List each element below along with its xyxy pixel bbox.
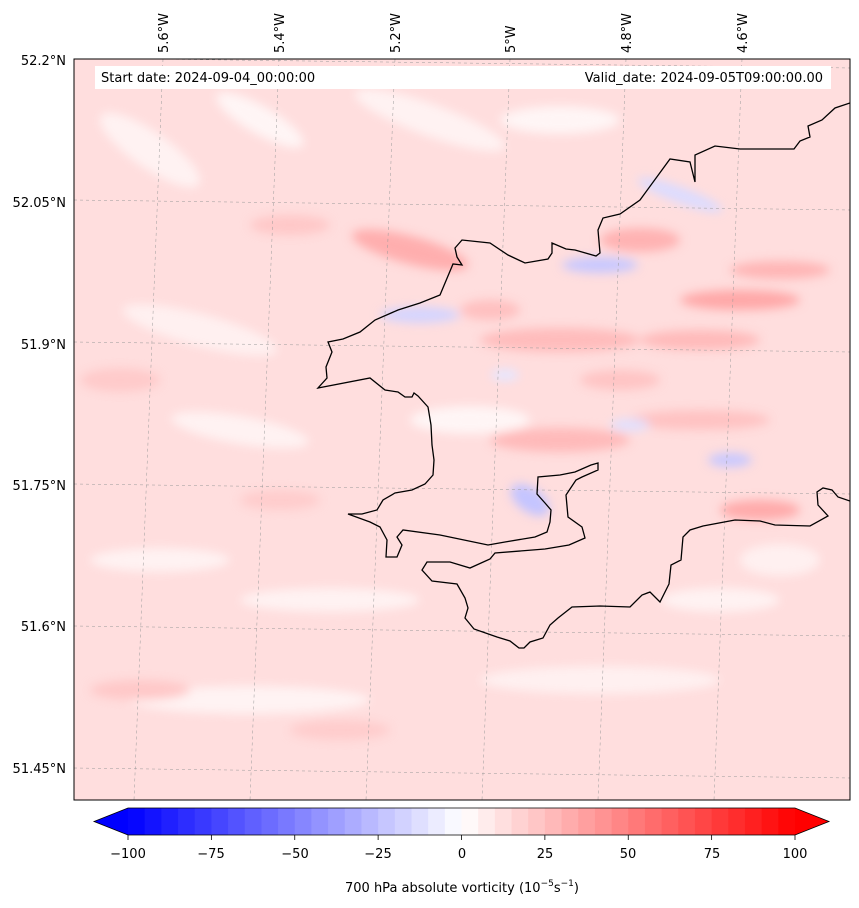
colorbar-cell bbox=[178, 808, 196, 835]
colorbar-cell bbox=[311, 808, 329, 835]
colorbar-cell bbox=[228, 808, 246, 835]
colorbar-tick-label: −25 bbox=[364, 847, 391, 862]
colorbar-cell bbox=[394, 808, 413, 835]
date-info-box bbox=[95, 66, 831, 89]
colorbar-cell bbox=[628, 808, 646, 835]
colorbar-tick-label: 25 bbox=[537, 847, 554, 862]
colorbar-cell bbox=[711, 808, 729, 835]
colorbar-cell bbox=[478, 808, 496, 835]
colorbar-cell bbox=[461, 808, 479, 835]
coastline bbox=[316, 102, 850, 649]
colorbar-cell bbox=[161, 808, 179, 835]
colorbar-tick-label: 50 bbox=[620, 847, 637, 862]
colorbar-cell bbox=[428, 808, 446, 835]
lon-label: 5.4°W bbox=[273, 13, 288, 53]
lon-label: 4.6°W bbox=[736, 13, 751, 53]
colorbar: −100 −75 −50 −25 0 25 50 75 100 700 hPa … bbox=[92, 807, 831, 896]
colorbar-cell bbox=[194, 808, 212, 835]
latitude-labels: 52.2°N 52.05°N 51.9°N 51.75°N 51.6°N 51.… bbox=[13, 54, 66, 777]
lat-label: 52.2°N bbox=[21, 54, 66, 69]
colorbar-cell bbox=[544, 808, 563, 835]
colorbar-tick-label: 0 bbox=[458, 847, 466, 862]
colorbar-cell bbox=[561, 808, 579, 835]
colorbar-cell bbox=[661, 808, 679, 835]
longitude-labels: 5.6°W 5.4°W 5.2°W 5°W 4.8°W 4.6°W bbox=[157, 13, 751, 53]
colorbar-cell bbox=[361, 808, 379, 835]
colorbar-cell bbox=[444, 808, 463, 835]
colorbar-cell bbox=[328, 808, 346, 835]
colorbar-cell bbox=[378, 808, 396, 835]
colorbar-cell bbox=[728, 808, 746, 835]
colorbar-cell bbox=[211, 808, 229, 835]
colorbar-tick-label: 75 bbox=[704, 847, 721, 862]
lon-label: 4.8°W bbox=[620, 13, 635, 53]
colorbar-cell bbox=[144, 808, 162, 835]
colorbar-cell bbox=[694, 808, 713, 835]
colorbar-cell bbox=[761, 808, 779, 835]
colorbar-cell bbox=[261, 808, 279, 835]
lon-label: 5.2°W bbox=[389, 13, 404, 53]
colorbar-cell bbox=[344, 808, 363, 835]
colorbar-cell bbox=[778, 808, 796, 835]
colorbar-cell bbox=[578, 808, 596, 835]
colorbar-tick-label: −100 bbox=[110, 847, 146, 862]
colorbar-tick-labels: −100 −75 −50 −25 0 25 50 75 100 bbox=[110, 847, 807, 862]
lat-label: 51.9°N bbox=[21, 338, 66, 353]
lat-label: 51.75°N bbox=[13, 479, 66, 494]
start-date-label: Start date: 2024-09-04_00:00:00 bbox=[101, 71, 315, 86]
map-frame bbox=[73, 58, 851, 801]
colorbar-tick-label: −75 bbox=[197, 847, 224, 862]
colorbar-cell bbox=[244, 808, 263, 835]
colorbar-cell bbox=[128, 808, 146, 835]
colorbar-cell bbox=[594, 808, 613, 835]
lat-label: 52.05°N bbox=[13, 196, 66, 211]
colorbar-cell bbox=[494, 808, 513, 835]
lon-label: 5.6°W bbox=[157, 13, 172, 53]
vorticity-field bbox=[74, 59, 850, 800]
colorbar-tick-label: 100 bbox=[783, 847, 808, 862]
valid-date-label: Valid_date: 2024-09-05T09:00:00.00 bbox=[585, 71, 823, 86]
colorbar-cell bbox=[278, 808, 296, 835]
colorbar-cell bbox=[611, 808, 629, 835]
colorbar-tick-label: −50 bbox=[281, 847, 308, 862]
colorbar-cells bbox=[128, 808, 796, 835]
colorbar-label: 700 hPa absolute vorticity (10−5s−1) bbox=[345, 879, 579, 896]
colorbar-cell bbox=[744, 808, 763, 835]
colorbar-ticks bbox=[127, 835, 796, 840]
colorbar-cell bbox=[411, 808, 429, 835]
colorbar-max-extend bbox=[795, 808, 829, 835]
lat-label: 51.45°N bbox=[13, 762, 66, 777]
colorbar-min-extend bbox=[94, 808, 128, 835]
lat-label: 51.6°N bbox=[21, 620, 66, 635]
colorbar-cell bbox=[678, 808, 696, 835]
colorbar-cell bbox=[644, 808, 663, 835]
colorbar-cell bbox=[294, 808, 313, 835]
colorbar-cell bbox=[528, 808, 546, 835]
lon-label: 5°W bbox=[504, 25, 519, 53]
colorbar-cell bbox=[511, 808, 529, 835]
